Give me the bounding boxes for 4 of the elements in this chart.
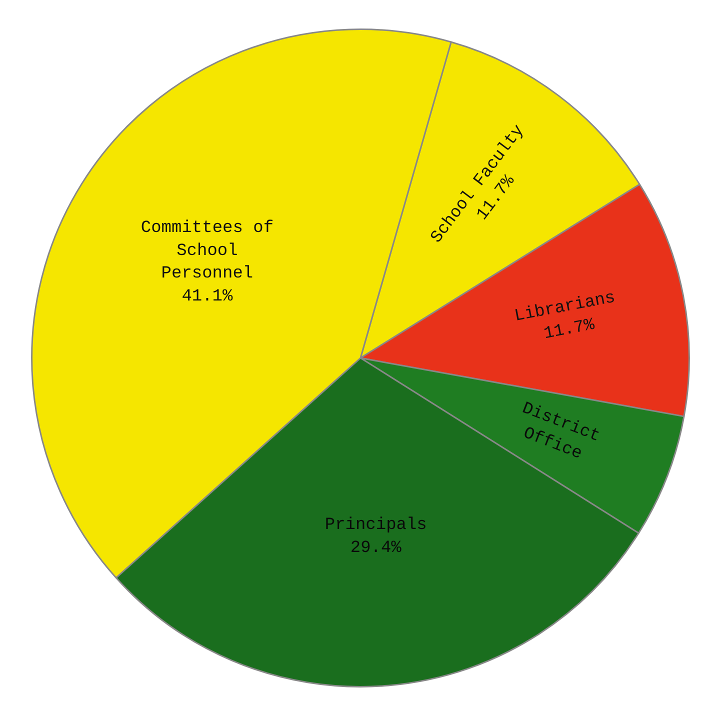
slice-label: Principals: [324, 516, 427, 535]
data-label: 29.4%: [350, 538, 402, 558]
data-label: 41.1%: [182, 288, 234, 307]
slice-label: Committees of School Personnel: [140, 219, 274, 284]
